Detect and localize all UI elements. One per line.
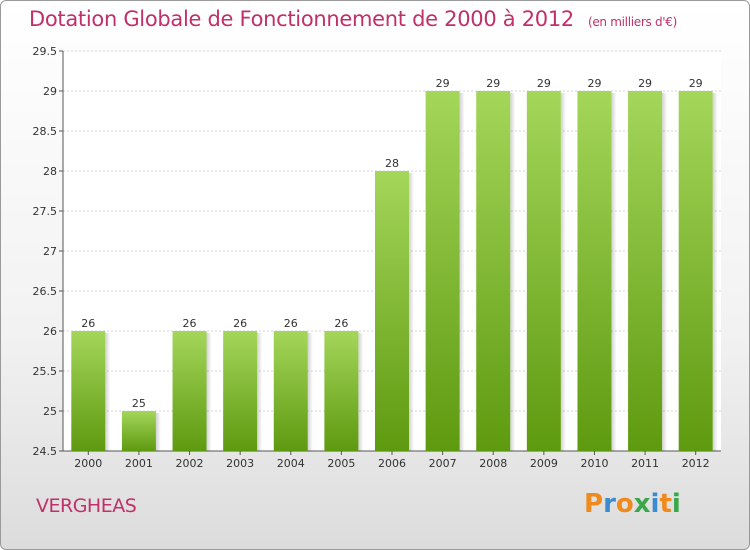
- y-tick-label: 26: [43, 325, 57, 338]
- bar: [71, 331, 106, 451]
- bar-shadow: [409, 173, 414, 451]
- bar-value-label: 26: [284, 317, 298, 330]
- logo-letter: i: [650, 489, 660, 519]
- chart-title: Dotation Globale de Fonctionnement de 20…: [29, 7, 677, 31]
- logo-letter: x: [633, 489, 651, 519]
- bar: [375, 171, 409, 451]
- bar-value-label: 29: [689, 77, 703, 90]
- bar-value-label: 26: [183, 317, 197, 330]
- x-tick-label: 2002: [176, 457, 204, 470]
- bar: [476, 91, 511, 451]
- bar-shadow: [307, 333, 313, 451]
- y-tick-label: 25: [43, 405, 57, 418]
- logo-letter: i: [671, 489, 681, 519]
- bar: [425, 91, 460, 451]
- bar: [628, 91, 663, 451]
- bar-value-label: 28: [385, 157, 399, 170]
- x-tick-label: 2001: [125, 457, 153, 470]
- x-tick-label: 2004: [277, 457, 305, 470]
- bar: [526, 91, 561, 451]
- bar-shadow: [358, 333, 364, 451]
- y-tick-label: 26.5: [33, 285, 58, 298]
- y-tick-label: 28: [43, 165, 57, 178]
- title-text: Dotation Globale de Fonctionnement de 20…: [29, 7, 574, 31]
- bar-value-label: 29: [486, 77, 500, 90]
- x-tick-label: 2003: [226, 457, 254, 470]
- chart-subtitle: (en milliers d'€): [587, 15, 677, 29]
- bar-shadow: [206, 333, 212, 451]
- bar: [324, 331, 359, 451]
- bar-shadow: [155, 413, 161, 451]
- bar-value-label: 29: [537, 77, 551, 90]
- x-tick-label: 2007: [429, 457, 457, 470]
- y-tick-label: 27: [43, 245, 57, 258]
- x-tick-label: 2008: [479, 457, 507, 470]
- bar: [678, 91, 713, 451]
- y-tick-label: 27.5: [33, 205, 58, 218]
- x-tick-label: 2006: [378, 457, 406, 470]
- bar-shadow: [560, 93, 566, 451]
- bar: [223, 331, 258, 451]
- bar-shadow: [257, 333, 263, 451]
- bar: [577, 91, 612, 451]
- bar-value-label: 26: [81, 317, 95, 330]
- bar-value-label: 26: [233, 317, 247, 330]
- logo-letter: P: [584, 489, 604, 519]
- x-tick-label: 2010: [580, 457, 608, 470]
- bar: [121, 411, 156, 451]
- x-tick-label: 2012: [682, 457, 710, 470]
- bar-shadow: [459, 93, 465, 451]
- bar-value-label: 29: [638, 77, 652, 90]
- bar: [172, 331, 207, 451]
- y-tick-label: 29.5: [33, 45, 58, 58]
- bar-shadow: [510, 93, 516, 451]
- proxiti-logo: Proxiti: [584, 489, 681, 519]
- x-tick-label: 2011: [631, 457, 659, 470]
- bar-shadow: [611, 93, 617, 451]
- bar-shadow: [662, 93, 668, 451]
- x-tick-label: 2009: [530, 457, 558, 470]
- logo-letter: o: [615, 489, 634, 519]
- logo-letter: t: [659, 489, 672, 519]
- bar-shadow: [712, 93, 718, 451]
- commune-name: VERGHEAS: [36, 495, 137, 517]
- bar: [273, 331, 308, 451]
- bar-value-label: 29: [436, 77, 450, 90]
- bar-value-label: 29: [587, 77, 601, 90]
- y-tick-label: 25.5: [33, 365, 58, 378]
- y-tick-label: 28.5: [33, 125, 58, 138]
- bar-shadow: [105, 333, 111, 451]
- y-tick-label: 24.5: [33, 445, 58, 458]
- logo-letter: r: [603, 489, 616, 519]
- x-tick-label: 2000: [74, 457, 102, 470]
- x-tick-label: 2005: [327, 457, 355, 470]
- y-tick-label: 29: [43, 85, 57, 98]
- bar-value-label: 26: [334, 317, 348, 330]
- bar-value-label: 25: [132, 397, 146, 410]
